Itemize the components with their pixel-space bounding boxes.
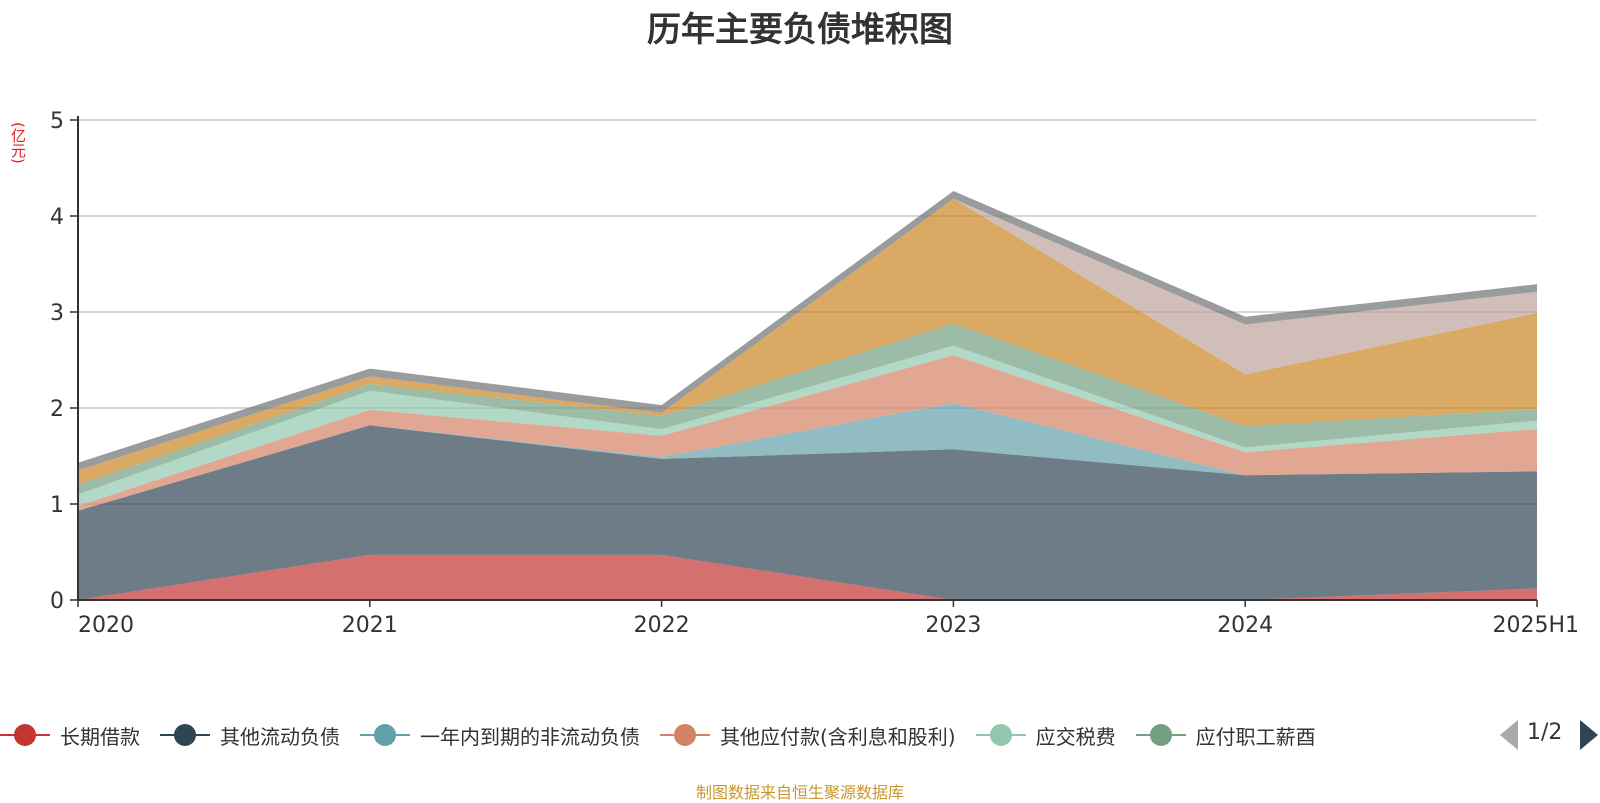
- y-tick-label: 3: [50, 301, 64, 326]
- legend-marker-icon: [360, 723, 410, 747]
- legend-items: 长期借款 其他流动负债 一年内到期的非流动负债 其他应付款(含利息和股利) 应交税费 应付…: [0, 715, 1482, 755]
- triangle-left-icon[interactable]: [1500, 720, 1518, 750]
- legend: 长期借款 其他流动负债 一年内到期的非流动负债 其他应付款(含利息和股利) 应交税费 应付…: [0, 715, 1482, 755]
- x-tick-label: 2022: [634, 613, 690, 638]
- x-tick-label: 2024: [1217, 613, 1273, 638]
- stacked-area-chart: 0 1 2 3 4 5 2020 2021 2022 2023 2024 2025H1: [50, 109, 1579, 638]
- legend-item[interactable]: 其他流动负债: [160, 721, 340, 750]
- area-series-7: [78, 198, 1537, 471]
- legend-marker-icon: [660, 723, 710, 747]
- axes: 0 1 2 3 4 5 2020 2021 2022 2023 2024 2025H1: [50, 109, 1579, 638]
- legend-label: 长期借款: [60, 724, 140, 749]
- legend-marker-icon: [975, 723, 1026, 747]
- x-tick-label: 2023: [925, 613, 981, 638]
- legend-item[interactable]: 一年内到期的非流动负债: [360, 721, 640, 750]
- triangle-right-icon[interactable]: [1580, 720, 1598, 750]
- y-tick-label: 5: [50, 109, 64, 134]
- legend-page-indicator: 1/2: [1527, 720, 1563, 745]
- legend-label: 应交税费: [1035, 724, 1116, 749]
- legend-item[interactable]: 应付职工薪酉: [1135, 721, 1316, 750]
- chart-title: 历年主要负债堆积图: [647, 10, 953, 50]
- legend-pager: 1/2: [1500, 718, 1600, 752]
- legend-label: 一年内到期的非流动负债: [420, 724, 640, 749]
- legend-item[interactable]: 其他应付款(含利息和股利): [660, 721, 956, 750]
- legend-item[interactable]: 长期借款: [0, 721, 140, 750]
- area-series-1: [78, 425, 1537, 600]
- y-axis-unit-label: (亿元): [9, 122, 27, 164]
- x-tick-label: 2025H1: [1492, 613, 1579, 638]
- legend-label: 应付职工薪酉: [1195, 724, 1316, 749]
- area-series: [78, 191, 1537, 600]
- legend-marker-icon: [1135, 723, 1186, 747]
- y-tick-label: 4: [50, 205, 64, 230]
- legend-label: 其他应付款(含利息和股利): [720, 724, 956, 749]
- data-source-note: 制图数据来自恒生聚源数据库: [695, 783, 904, 802]
- y-tick-label: 2: [50, 397, 64, 422]
- area-series-6: [78, 198, 1537, 485]
- x-tick-label: 2021: [342, 613, 398, 638]
- legend-label: 其他流动负债: [220, 724, 340, 749]
- legend-marker-icon: [0, 723, 50, 747]
- y-tick-label: 1: [50, 493, 64, 518]
- x-tick-label: 2020: [78, 613, 134, 638]
- legend-marker-icon: [160, 723, 210, 747]
- legend-item[interactable]: 应交税费: [975, 721, 1116, 750]
- y-tick-label: 0: [50, 589, 64, 614]
